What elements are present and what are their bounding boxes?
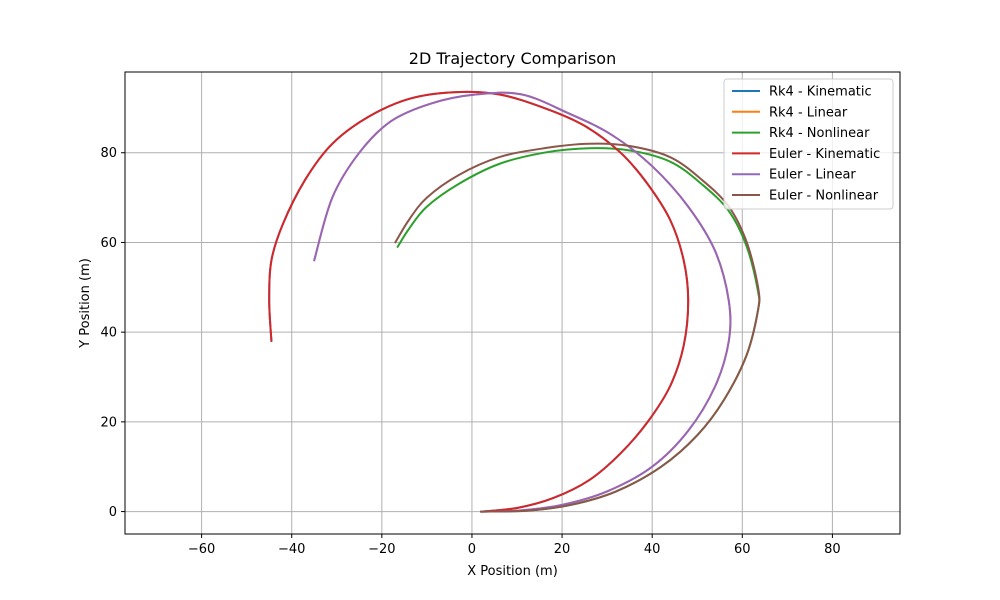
x-tick-label: 60 [734, 542, 751, 557]
x-axis-label: X Position (m) [467, 564, 558, 579]
legend-label: Euler - Linear [769, 168, 856, 183]
x-tick-label: 40 [644, 542, 661, 557]
x-tick-label: 0 [468, 542, 476, 557]
y-tick-label: 40 [100, 326, 117, 341]
legend-label: Rk4 - Nonlinear [769, 126, 870, 141]
y-tick-label: 60 [100, 236, 117, 251]
x-tick-label: −20 [368, 542, 395, 557]
y-tick-label: 20 [100, 415, 117, 430]
legend-label: Euler - Nonlinear [769, 189, 879, 204]
series-line-4 [313, 91, 732, 513]
x-tick-label: 20 [554, 542, 571, 557]
legend-label: Rk4 - Kinematic [769, 85, 872, 100]
y-tick-label: 0 [109, 505, 117, 520]
x-tick-label: 80 [824, 542, 841, 557]
legend-label: Euler - Kinematic [769, 147, 880, 162]
series-lines [268, 90, 761, 513]
x-tick-label: −40 [278, 542, 305, 557]
y-axis-label: Y Position (m) [78, 258, 93, 349]
legend-label: Rk4 - Linear [769, 105, 848, 120]
chart-title: 2D Trajectory Comparison [409, 49, 616, 68]
x-tick-label: −60 [188, 542, 215, 557]
legend-box [723, 78, 894, 210]
series-line-5 [394, 142, 761, 513]
y-tick-label: 80 [100, 146, 117, 161]
series-line-3 [268, 90, 690, 513]
axis-ticks: −60 −40 −20 0 20 40 60 80 0 20 40 60 80 [100, 146, 840, 557]
plot-frame [124, 71, 901, 535]
legend: Rk4 - Kinematic Rk4 - Linear Rk4 - Nonline… [723, 78, 894, 210]
